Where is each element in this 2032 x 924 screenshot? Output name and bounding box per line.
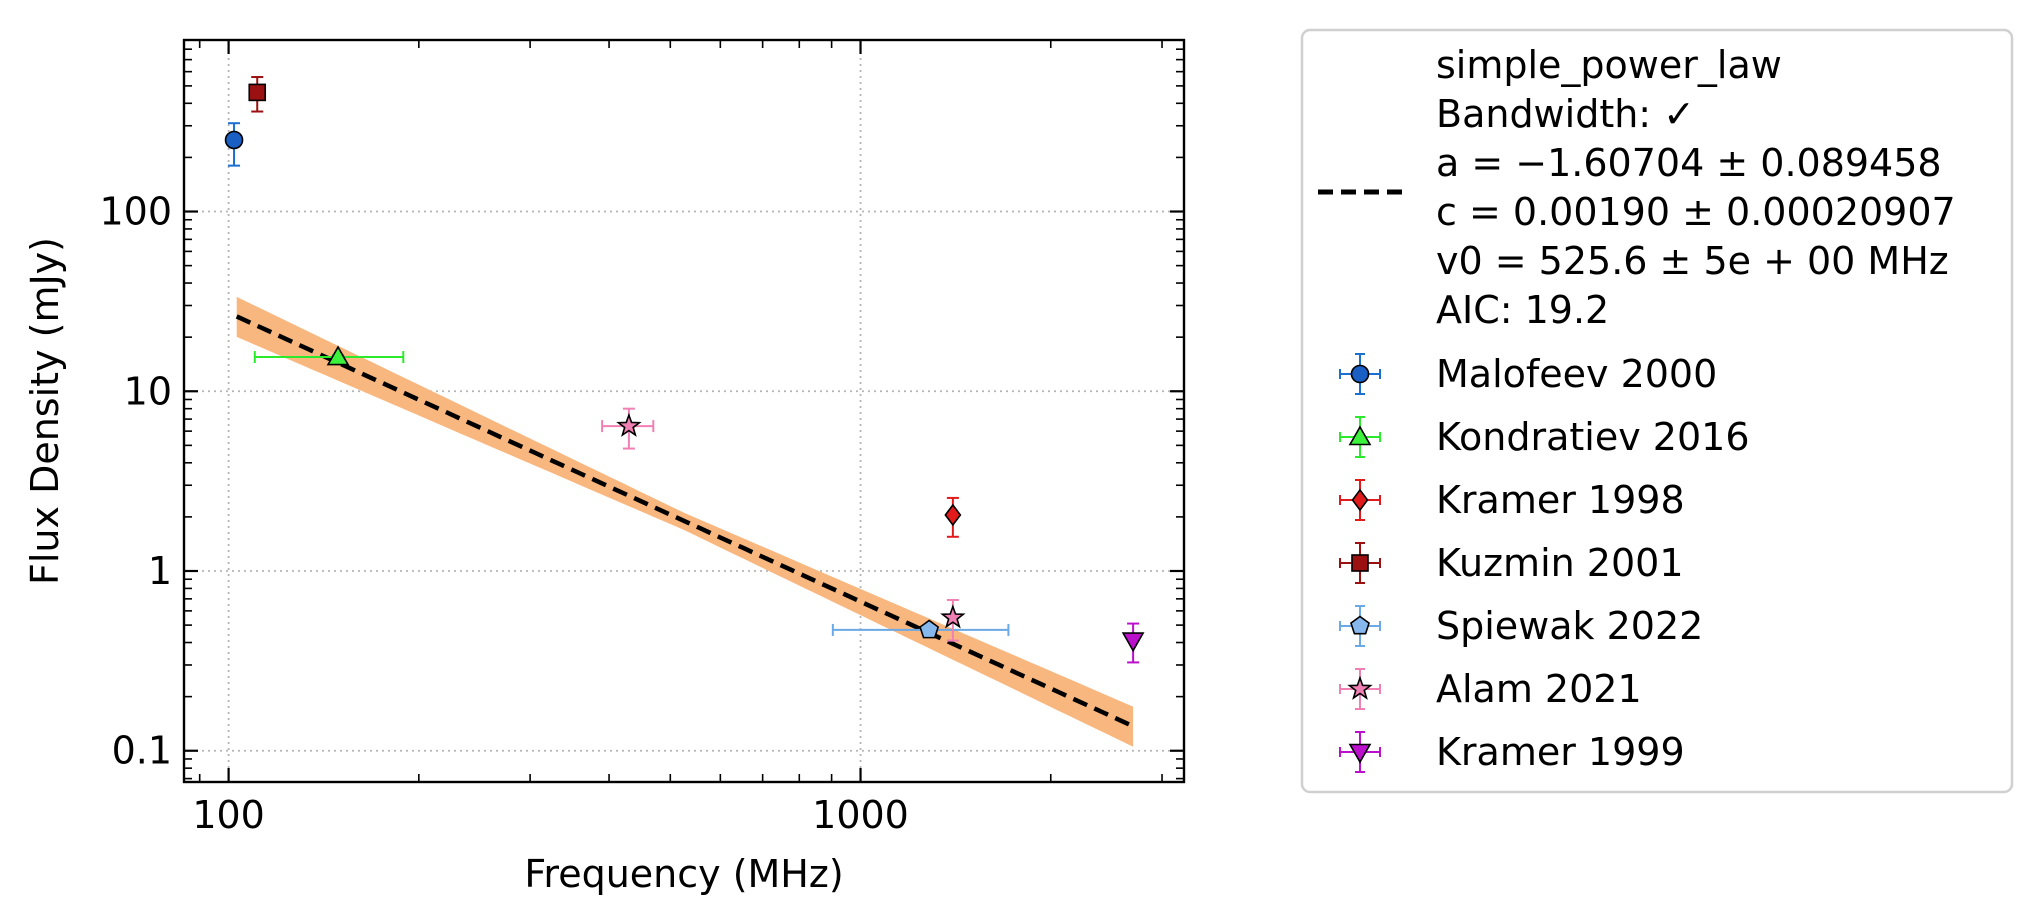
data-point: [944, 503, 962, 527]
y-tick-label: 100: [99, 190, 172, 234]
y-axis-label: Flux Density (mJy): [23, 237, 67, 585]
legend-marker: [1348, 743, 1372, 764]
legend-marker: [1347, 675, 1373, 700]
legend-label: Kramer 1999: [1436, 730, 1685, 774]
legend-fit-text: simple_power_law Bandwidth: ✓ a = −1.60704…: [1436, 43, 1956, 332]
legend-fit-line: simple_power_law: [1436, 43, 1782, 87]
y-tick-label: 1: [148, 549, 172, 593]
legend-entry: Alam 2021: [1339, 667, 1642, 711]
fit-layer: [235, 296, 1135, 747]
legend-marker: [1348, 425, 1372, 446]
data-point: [1121, 632, 1145, 653]
series-kramer-1998: [944, 496, 962, 538]
legend-label: Spiewak 2022: [1436, 604, 1703, 648]
data-point: [919, 619, 940, 639]
series-kuzmin-2001: [248, 76, 267, 113]
legend-fit-line: AIC: 19.2: [1436, 288, 1609, 332]
axis-ticks: 100 1000 0.1 1 10 100: [99, 40, 1184, 837]
legend-series: Malofeev 2000 Kondratiev 2016 Kramer 1998 K…: [1339, 352, 1750, 774]
series-kondratiev-2016: [253, 345, 405, 366]
data-point: [248, 83, 267, 102]
grid-lines: [184, 40, 1184, 782]
legend-marker: [1351, 554, 1369, 572]
data-point: [224, 130, 244, 150]
x-axis-label: Frequency (MHz): [524, 852, 843, 896]
legend-label: Kondratiev 2016: [1436, 415, 1750, 459]
legend-marker: [1350, 615, 1370, 635]
legend-fit-line: v0 = 525.6 ± 5e + 00 MHz: [1436, 239, 1949, 283]
legend-entry: Malofeev 2000: [1339, 352, 1717, 396]
data-point: [616, 412, 642, 437]
y-tick-label: 0.1: [112, 729, 172, 773]
x-tick-label: 100: [192, 793, 265, 837]
legend-fit-line: a = −1.60704 ± 0.089458: [1436, 141, 1942, 185]
legend-entry: Spiewak 2022: [1339, 604, 1703, 648]
y-tick-label: 10: [124, 369, 172, 413]
plot-area-frame: [182, 38, 1186, 784]
legend-marker: [1350, 364, 1370, 384]
legend-label: Alam 2021: [1436, 667, 1642, 711]
legend-fit-line: c = 0.00190 ± 0.00020907: [1436, 190, 1956, 234]
legend-entry: Kondratiev 2016: [1339, 415, 1750, 459]
legend-entry: Kramer 1999: [1339, 730, 1685, 774]
fit-line: [235, 314, 1135, 729]
legend-entry: Kuzmin 2001: [1339, 541, 1684, 585]
legend-marker: [1351, 488, 1369, 512]
legend-frame: [1300, 28, 2014, 794]
data-point: [326, 345, 350, 366]
series-alam-2021: [601, 407, 966, 642]
series-kramer-1999: [1121, 622, 1145, 664]
legend-label: Malofeev 2000: [1436, 352, 1717, 396]
x-tick-label: 1000: [812, 793, 909, 837]
data-point: [940, 604, 966, 629]
series-spiewak-2022: [831, 619, 1010, 639]
legend: simple_power_law Bandwidth: ✓ a = −1.60704…: [1300, 28, 2014, 794]
data-points: [224, 76, 1145, 664]
legend-label: Kramer 1998: [1436, 478, 1685, 522]
series-malofeev-2000: [224, 122, 244, 167]
legend-label: Kuzmin 2001: [1436, 541, 1684, 585]
legend-entry: Kramer 1998: [1339, 478, 1685, 522]
legend-fit-line: Bandwidth: ✓: [1436, 92, 1695, 136]
